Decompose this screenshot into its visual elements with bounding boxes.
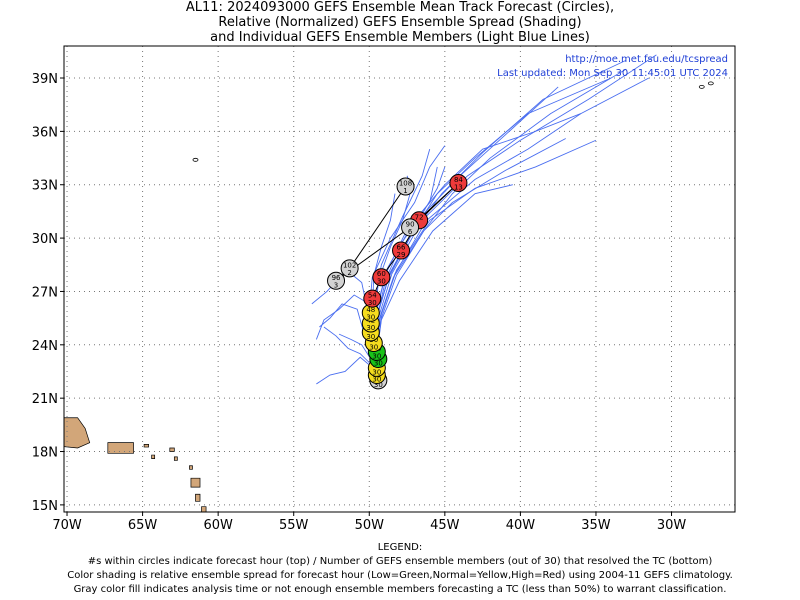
map-grid bbox=[64, 46, 735, 512]
legend-line-3: Gray color fill indicates analysis time … bbox=[73, 584, 727, 595]
lon-tick-label: 30W bbox=[657, 518, 687, 533]
member-count-label: 1 bbox=[403, 187, 407, 195]
island-0 bbox=[64, 417, 91, 449]
island-5 bbox=[195, 493, 201, 502]
lat-tick-label: 24N bbox=[32, 339, 58, 354]
forecast-circle-fill bbox=[401, 218, 420, 237]
lat-tick-label: 39N bbox=[32, 72, 58, 87]
island-4 bbox=[190, 477, 201, 488]
title-line-3: and Individual GEFS Ensemble Members (Li… bbox=[210, 30, 590, 45]
lat-tick-label: 18N bbox=[32, 446, 58, 461]
title-line-2: Relative (Normalized) GEFS Ensemble Spre… bbox=[218, 15, 582, 30]
land-layer bbox=[64, 81, 714, 512]
lat-tick-label: 15N bbox=[32, 499, 58, 514]
axis-labels: 70W 65W 60W 55W 50W 45W 40W 35W 30W 15N 18N 21N 24N 2… bbox=[32, 72, 687, 533]
member-count-label: 30 bbox=[366, 313, 375, 321]
member-count-label: 30 bbox=[372, 352, 381, 360]
lon-tick-label: 40W bbox=[506, 518, 536, 533]
forecast-circle-90: 906 bbox=[401, 218, 420, 237]
forecast-circle-fill bbox=[340, 259, 359, 278]
member-count-label: 2 bbox=[347, 269, 351, 277]
forecast-circle-fill bbox=[327, 271, 346, 290]
island-3 bbox=[189, 465, 193, 470]
lon-tick-label: 55W bbox=[279, 518, 309, 533]
lat-tick-label: 36N bbox=[32, 125, 58, 140]
legend-line-1: #s within circles indicate forecast hour… bbox=[87, 556, 713, 567]
member-count-label: 30 bbox=[366, 333, 375, 341]
member-count-label: 30 bbox=[372, 376, 381, 384]
lon-tick-label: 35W bbox=[581, 518, 611, 533]
legend-heading: LEGEND: bbox=[377, 542, 423, 553]
forecast-circle-fill bbox=[392, 241, 411, 260]
forecast-circle-96: 963 bbox=[327, 271, 346, 290]
forecast-hour-label: 48 bbox=[366, 306, 375, 314]
lat-tick-label: 27N bbox=[32, 285, 58, 300]
member-count-label: 30 bbox=[368, 299, 377, 307]
forecast-hour-label: 60 bbox=[377, 270, 386, 278]
island-6 bbox=[201, 506, 207, 512]
source-url-link[interactable]: http://moe.met.fsu.edu/tcspread bbox=[565, 54, 728, 65]
small-island-0 bbox=[698, 85, 705, 89]
member-count-label: 30 bbox=[374, 360, 383, 368]
forecast-circle-fill bbox=[396, 177, 415, 196]
forecast-circle-fill bbox=[363, 289, 382, 308]
member-count-label: 30 bbox=[369, 344, 378, 352]
small-island-2 bbox=[192, 157, 199, 162]
title-line-1: AL11: 2024093000 GEFS Ensemble Mean Trac… bbox=[185, 0, 615, 15]
island-2 bbox=[143, 444, 149, 448]
last-updated-text: Last updated: Mon Sep 30 11:45:01 UTC 20… bbox=[497, 68, 728, 79]
legend-line-2: Color shading is relative ensemble sprea… bbox=[67, 570, 733, 581]
forecast-hour-label: 66 bbox=[397, 244, 406, 252]
forecast-hour-label: 84 bbox=[454, 176, 463, 184]
member-count-label: 13 bbox=[454, 183, 463, 191]
lon-tick-label: 65W bbox=[128, 518, 158, 533]
lon-tick-label: 70W bbox=[52, 518, 82, 533]
island-9 bbox=[151, 454, 156, 459]
forecast-hour-label: 90 bbox=[406, 220, 415, 228]
member-count-label: 3 bbox=[334, 281, 338, 289]
forecast-hour-label: 96 bbox=[332, 274, 341, 282]
forecast-hour-label: 102 bbox=[343, 261, 356, 269]
member-count-label: 29 bbox=[397, 251, 406, 259]
lon-tick-label: 60W bbox=[203, 518, 233, 533]
lat-tick-label: 21N bbox=[32, 392, 58, 407]
member-count-label: 30 bbox=[377, 278, 386, 286]
forecast-hour-label: 72 bbox=[415, 213, 424, 221]
member-count-label: 30 bbox=[372, 368, 381, 376]
member-count-label: 30 bbox=[374, 381, 383, 389]
lon-tick-label: 50W bbox=[355, 518, 385, 533]
forecast-circle-fill bbox=[372, 268, 391, 287]
member-count-label: 30 bbox=[366, 324, 375, 332]
lat-tick-label: 30N bbox=[32, 232, 58, 247]
island-8 bbox=[169, 447, 175, 452]
plot-frame bbox=[63, 45, 736, 513]
lat-tick-label: 33N bbox=[32, 179, 58, 194]
forecast-hour-label: 54 bbox=[368, 292, 377, 300]
small-island-1 bbox=[707, 81, 714, 86]
island-7 bbox=[173, 456, 178, 461]
forecast-circle-fill bbox=[449, 173, 468, 192]
mean-track-circles: 0306301230183024303030363042304830543060… bbox=[327, 173, 468, 390]
member-count-label: 6 bbox=[408, 228, 413, 236]
island-1 bbox=[107, 442, 134, 454]
forecast-hour-label: 108 bbox=[399, 180, 412, 188]
lon-tick-label: 45W bbox=[430, 518, 460, 533]
